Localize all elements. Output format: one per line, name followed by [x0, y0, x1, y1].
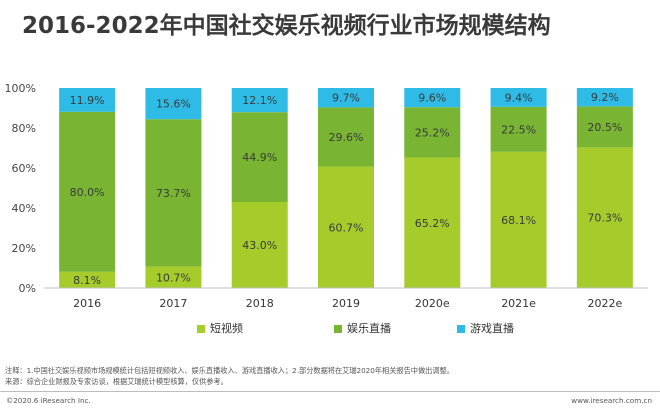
bar-segment: [576, 147, 633, 288]
data-label: 10.7%: [156, 271, 191, 284]
data-label: 22.5%: [501, 123, 536, 136]
x-tick-label: 2020e: [415, 297, 450, 310]
data-label: 25.2%: [415, 126, 450, 139]
data-label: 12.1%: [242, 94, 277, 107]
note-text: 注释：1.中国社交娱乐视频市场规模统计包括短视频收入、娱乐直播收入、游戏直播收入…: [5, 366, 454, 375]
bar-segment: [318, 166, 374, 288]
data-label: 70.3%: [587, 212, 622, 225]
data-label: 8.1%: [73, 274, 101, 287]
legend-label: 娱乐直播: [347, 321, 391, 335]
y-tick-label: 40%: [12, 202, 36, 215]
website-link[interactable]: www.iresearch.com.cn: [571, 396, 652, 405]
legend-swatch: [197, 325, 205, 333]
bar-segment: [490, 151, 547, 288]
data-label: 9.6%: [418, 92, 446, 105]
footer-notes: 注释：1.中国社交娱乐视频市场规模统计包括短视频收入、娱乐直播收入、游戏直播收入…: [5, 366, 660, 387]
bar-segment: [231, 112, 288, 202]
legend-swatch: [334, 325, 342, 333]
bar-segment: [404, 157, 461, 288]
source-text: 来源：综合企业财报及专家访谈，根据艾瑞统计模型核算，仅供参考。: [5, 376, 228, 386]
y-tick-label: 0%: [19, 282, 36, 295]
legend-label: 短视频: [210, 321, 243, 335]
data-label: 15.6%: [156, 98, 191, 111]
data-label: 44.9%: [242, 151, 277, 164]
bar-segment: [231, 88, 288, 113]
bar-segment: [145, 266, 202, 288]
bar-segment: [404, 107, 461, 158]
x-tick-label: 2022e: [587, 297, 622, 310]
x-tick-label: 2019: [332, 297, 360, 310]
bar-segment: [59, 88, 116, 112]
copyright-text: ©2020.6 iResearch Inc.: [6, 396, 91, 405]
bar-segment: [490, 106, 547, 152]
x-tick-label: 2021e: [501, 297, 536, 310]
data-label: 68.1%: [501, 214, 536, 227]
data-label: 65.2%: [415, 217, 450, 230]
bar-segment: [404, 88, 461, 108]
bar-segment: [231, 202, 288, 288]
data-label: 9.4%: [505, 91, 533, 104]
data-label: 20.5%: [587, 121, 622, 134]
bar-segment: [576, 88, 633, 107]
bar-segment: [59, 111, 116, 272]
legend-label: 游戏直播: [470, 321, 514, 335]
bar-segment: [145, 119, 202, 267]
bar-segment: [318, 107, 374, 167]
data-label: 9.2%: [591, 91, 619, 104]
stacked-bar-chart: 0% 20% 40% 60% 80% 100% 8.1% 80.0% 11.9% 2016 10.7…: [5, 82, 648, 335]
chart-title: 2016-2022年中国社交娱乐视频行业市场规模结构: [22, 13, 551, 39]
bar-segment: [318, 88, 374, 108]
bar-segment: [59, 271, 116, 288]
y-tick-label: 80%: [12, 122, 36, 135]
bar-segment: [145, 88, 202, 120]
data-label: 60.7%: [329, 221, 364, 234]
bar-segment: [490, 88, 547, 107]
data-label: 29.6%: [329, 131, 364, 144]
x-tick-label: 2018: [246, 297, 274, 310]
bar-segment: [576, 106, 633, 148]
data-label: 80.0%: [70, 186, 105, 199]
y-tick-label: 60%: [12, 162, 36, 175]
x-tick-label: 2016: [73, 297, 101, 310]
legend-swatch: [457, 325, 465, 333]
footer-divider: [0, 391, 660, 392]
data-label: 73.7%: [156, 187, 191, 200]
x-tick-label: 2017: [159, 297, 187, 310]
y-tick-label: 100%: [5, 82, 36, 95]
data-label: 9.7%: [332, 92, 360, 105]
data-label: 11.9%: [70, 94, 105, 107]
data-label: 43.0%: [242, 239, 277, 252]
y-tick-label: 20%: [12, 242, 36, 255]
